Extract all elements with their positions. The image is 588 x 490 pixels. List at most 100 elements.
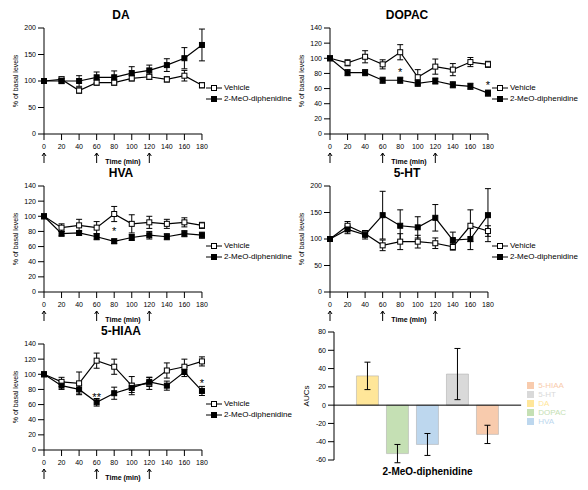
svg-text:50: 50 [28,104,36,111]
svg-text:60: 60 [28,243,36,250]
svg-text:180: 180 [482,301,494,308]
svg-text:140: 140 [310,24,322,31]
svg-text:0: 0 [32,130,36,137]
svg-text:80: 80 [318,328,326,335]
svg-text:100: 100 [126,301,138,308]
svg-text:100: 100 [24,77,36,84]
svg-text:120: 120 [24,198,36,205]
svg-text:20: 20 [344,143,352,150]
svg-text:40: 40 [75,459,83,466]
svg-text:140: 140 [24,182,36,189]
svg-text:80: 80 [110,301,118,308]
svg-text:60: 60 [93,459,101,466]
svg-text:100: 100 [412,143,424,150]
svg-text:50: 50 [314,262,322,269]
svg-text:**: ** [92,391,101,403]
svg-text:100: 100 [126,143,138,150]
svg-text:40: 40 [361,143,369,150]
svg-text:20: 20 [28,273,36,280]
svg-text:100: 100 [310,55,322,62]
svg-text:0: 0 [42,301,46,308]
svg-text:*: * [200,377,205,389]
svg-text:100: 100 [24,213,36,220]
svg-text:100: 100 [310,235,322,242]
svg-text:% of basal levels: % of basal levels [298,212,305,265]
svg-text:100: 100 [24,371,36,378]
svg-text:80: 80 [110,143,118,150]
svg-text:180: 180 [196,143,208,150]
svg-text:0: 0 [42,459,46,466]
svg-text:160: 160 [465,301,477,308]
svg-text:20: 20 [318,383,326,390]
svg-text:Time (min): Time (min) [391,158,426,166]
svg-text:0: 0 [328,301,332,308]
svg-text:120: 120 [143,143,155,150]
svg-text:40: 40 [318,365,326,372]
svg-text:-20: -20 [316,420,326,427]
svg-text:60: 60 [318,347,326,354]
svg-text:Time (min): Time (min) [391,316,426,324]
svg-text:% of basal levels: % of basal levels [12,212,19,265]
svg-text:*: * [112,225,117,237]
svg-text:20: 20 [28,431,36,438]
svg-text:80: 80 [110,459,118,466]
svg-text:20: 20 [58,301,66,308]
svg-text:180: 180 [196,459,208,466]
svg-text:140: 140 [447,143,459,150]
svg-text:Time (min): Time (min) [105,316,140,324]
svg-text:40: 40 [28,258,36,265]
svg-text:150: 150 [24,51,36,58]
svg-text:% of basal levels: % of basal levels [298,54,305,107]
svg-text:80: 80 [28,386,36,393]
svg-text:140: 140 [161,143,173,150]
svg-text:60: 60 [28,401,36,408]
svg-text:40: 40 [28,416,36,423]
svg-text:40: 40 [314,100,322,107]
svg-text:160: 160 [465,143,477,150]
svg-text:*: * [486,79,491,91]
svg-text:2-MeO-diphenidine: 2-MeO-diphenidine [383,466,473,477]
svg-text:120: 120 [24,356,36,363]
svg-text:0: 0 [328,143,332,150]
svg-text:40: 40 [75,143,83,150]
svg-text:-40: -40 [316,438,326,445]
svg-text:120: 120 [429,143,441,150]
svg-text:-60: -60 [316,456,326,463]
svg-text:0: 0 [32,446,36,453]
svg-text:% of basal levels: % of basal levels [12,54,19,107]
svg-text:0: 0 [318,130,322,137]
svg-text:200: 200 [310,182,322,189]
svg-text:160: 160 [179,459,191,466]
svg-text:Time (min): Time (min) [105,158,140,166]
svg-text:40: 40 [75,301,83,308]
svg-text:120: 120 [429,301,441,308]
svg-text:60: 60 [314,85,322,92]
svg-text:60: 60 [379,301,387,308]
svg-text:0: 0 [32,288,36,295]
svg-text:80: 80 [396,143,404,150]
svg-text:140: 140 [161,459,173,466]
svg-text:200: 200 [24,24,36,31]
svg-text:AUCs: AUCs [302,386,311,407]
svg-text:120: 120 [143,301,155,308]
svg-text:150: 150 [310,209,322,216]
svg-text:160: 160 [179,143,191,150]
svg-text:*: * [398,66,403,78]
svg-text:20: 20 [58,459,66,466]
svg-text:120: 120 [143,459,155,466]
svg-text:60: 60 [93,143,101,150]
svg-text:140: 140 [24,340,36,347]
svg-text:0: 0 [322,402,326,409]
svg-text:80: 80 [314,70,322,77]
svg-text:80: 80 [396,301,404,308]
svg-text:0: 0 [318,288,322,295]
svg-text:40: 40 [361,301,369,308]
svg-text:180: 180 [482,143,494,150]
svg-text:100: 100 [126,459,138,466]
svg-text:60: 60 [93,301,101,308]
svg-text:140: 140 [447,301,459,308]
svg-text:0: 0 [42,143,46,150]
svg-text:20: 20 [58,143,66,150]
svg-text:80: 80 [28,228,36,235]
svg-text:20: 20 [314,115,322,122]
